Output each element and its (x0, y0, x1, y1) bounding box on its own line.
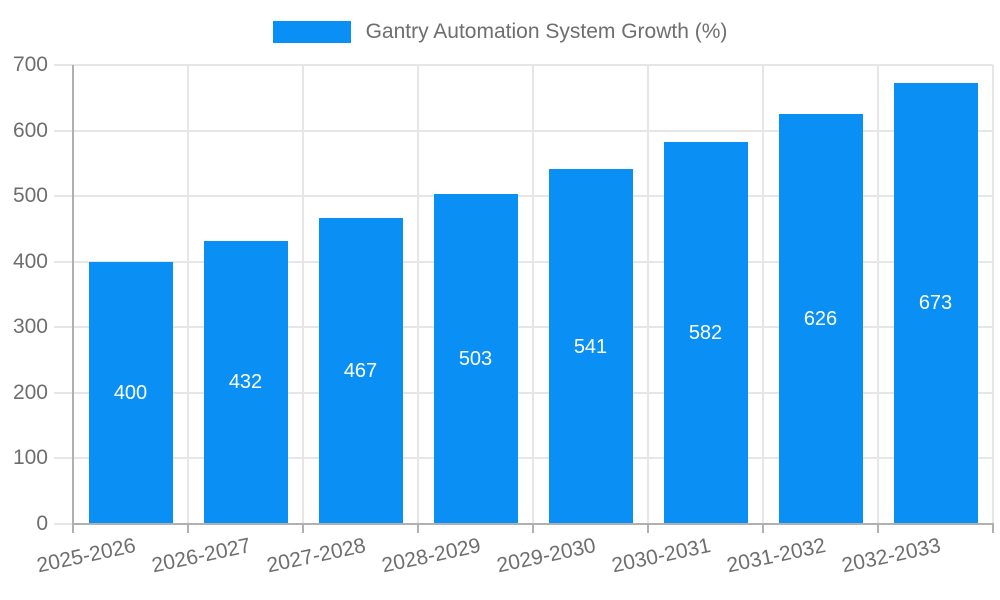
legend-label: Gantry Automation System Growth (%) (365, 20, 728, 43)
bar-value-label: 582 (688, 322, 723, 345)
x-axis-tick-mark (72, 524, 74, 533)
y-axis-tick-label: 300 (12, 315, 48, 339)
x-axis-tick-mark (187, 524, 189, 533)
x-gridline (187, 65, 189, 524)
y-axis-tick-label: 700 (12, 53, 48, 76)
y-gridline (54, 64, 993, 66)
y-axis-tick-label: 0 (36, 512, 48, 535)
y-gridline (54, 260, 993, 263)
x-axis-tick-mark (647, 524, 649, 533)
x-axis-tick-mark (532, 524, 534, 533)
y-axis-tick-label: 400 (12, 249, 48, 273)
x-gridline (417, 65, 419, 524)
bar-2032-2033 (893, 82, 978, 524)
bar-value-label: 673 (918, 292, 953, 315)
x-axis-tick-mark (992, 524, 994, 533)
x-axis-tick-mark (302, 524, 304, 533)
y-gridline (54, 326, 993, 329)
y-gridline (54, 195, 993, 198)
x-axis-line (72, 523, 994, 525)
x-gridline (992, 65, 994, 524)
bar-2028-2029 (433, 194, 518, 524)
y-gridline (54, 391, 993, 394)
y-axis-tick-label: 500 (12, 184, 48, 208)
y-axis-tick-label: 600 (12, 118, 48, 142)
x-gridline (532, 65, 534, 524)
y-gridline (54, 129, 993, 132)
x-gridline (762, 65, 764, 524)
x-axis-tick-mark (762, 524, 764, 533)
y-axis-line (72, 65, 74, 524)
x-axis-tick-mark (417, 524, 419, 533)
bar-2026-2027 (203, 240, 288, 524)
legend-swatch (272, 21, 351, 43)
bar-value-label: 541 (573, 335, 608, 358)
bar-2031-2032 (778, 113, 863, 524)
y-gridline (54, 457, 993, 460)
x-gridline (302, 65, 304, 524)
bar-value-label: 467 (343, 359, 378, 382)
bar-2030-2031 (663, 142, 748, 524)
bar-2029-2030 (548, 169, 633, 524)
y-axis-tick-label: 200 (12, 380, 48, 404)
bar-value-label: 503 (458, 348, 493, 371)
x-axis-tick-mark (877, 524, 879, 533)
bar-2025-2026 (88, 261, 173, 524)
chart-legend: Gantry Automation System Growth (%) (0, 19, 1000, 45)
y-axis-tick-label: 100 (12, 446, 48, 470)
x-gridline (877, 65, 879, 524)
x-gridline (647, 65, 649, 524)
bar-value-label: 626 (803, 307, 838, 330)
bar-value-label: 400 (113, 381, 148, 404)
bar-value-label: 432 (228, 371, 263, 394)
bar-2027-2028 (318, 217, 403, 524)
